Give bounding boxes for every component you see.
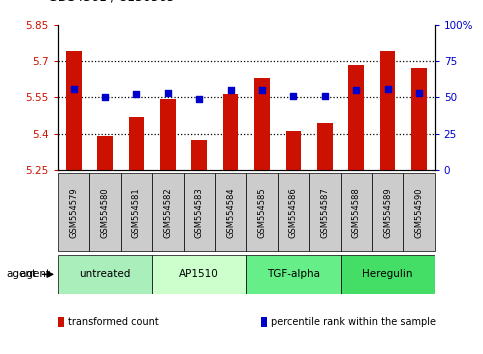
Text: agent: agent — [20, 269, 53, 279]
Text: TGF-alpha: TGF-alpha — [267, 269, 320, 279]
Bar — [97, 136, 113, 170]
Bar — [348, 65, 364, 170]
Text: GSM554585: GSM554585 — [257, 187, 267, 238]
Point — [195, 96, 203, 102]
Bar — [411, 68, 427, 170]
Text: GSM554589: GSM554589 — [383, 187, 392, 238]
Text: percentile rank within the sample: percentile rank within the sample — [271, 317, 436, 327]
Bar — [152, 255, 246, 294]
Text: GSM554584: GSM554584 — [226, 187, 235, 238]
Bar — [184, 173, 215, 251]
Bar — [66, 51, 82, 170]
Text: GDS4361 / 8130565: GDS4361 / 8130565 — [48, 0, 175, 4]
Bar — [58, 255, 152, 294]
Text: AP1510: AP1510 — [179, 269, 219, 279]
Text: GSM554583: GSM554583 — [195, 187, 204, 238]
Bar — [285, 131, 301, 170]
Bar — [58, 173, 89, 251]
Point — [384, 86, 392, 91]
Bar — [254, 78, 270, 170]
Bar — [89, 173, 121, 251]
Bar — [341, 173, 372, 251]
Text: GSM554588: GSM554588 — [352, 187, 361, 238]
Point — [353, 87, 360, 93]
Text: GSM554586: GSM554586 — [289, 187, 298, 238]
Text: untreated: untreated — [79, 269, 131, 279]
Bar — [152, 173, 184, 251]
Bar — [121, 173, 152, 251]
Bar — [128, 117, 144, 170]
Point — [258, 87, 266, 93]
Text: GSM554580: GSM554580 — [100, 187, 110, 238]
Bar — [223, 94, 239, 170]
Point — [415, 90, 423, 96]
Bar — [317, 123, 333, 170]
Point — [70, 86, 78, 91]
Bar — [160, 98, 176, 170]
Text: GSM554579: GSM554579 — [69, 187, 78, 238]
Bar — [246, 255, 341, 294]
Bar — [191, 140, 207, 170]
Bar — [403, 173, 435, 251]
Point — [133, 92, 141, 97]
Point — [321, 93, 328, 99]
Text: transformed count: transformed count — [68, 317, 159, 327]
Point — [290, 93, 298, 99]
Text: Heregulin: Heregulin — [362, 269, 413, 279]
Bar — [341, 255, 435, 294]
Bar — [380, 51, 396, 170]
Text: GSM554582: GSM554582 — [163, 187, 172, 238]
Text: GSM554581: GSM554581 — [132, 187, 141, 238]
Bar — [372, 173, 403, 251]
Point — [227, 87, 235, 93]
Point — [164, 90, 172, 96]
Bar — [246, 173, 278, 251]
Bar — [215, 173, 246, 251]
Text: agent: agent — [6, 269, 36, 279]
Bar — [278, 173, 309, 251]
Text: GSM554587: GSM554587 — [320, 187, 329, 238]
Point — [101, 95, 109, 100]
Text: GSM554590: GSM554590 — [414, 187, 424, 238]
Bar — [309, 173, 341, 251]
